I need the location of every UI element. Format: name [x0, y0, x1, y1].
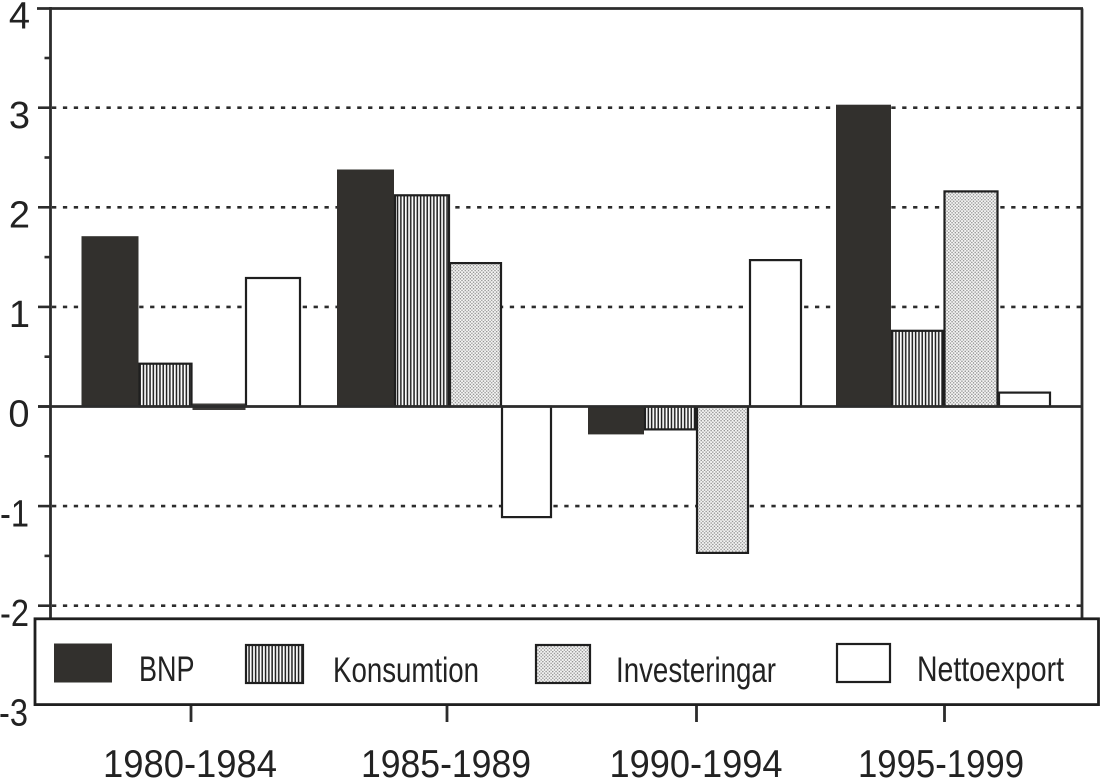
svg-text:1985-1989: 1985-1989: [361, 743, 531, 780]
svg-text:4: 4: [9, 0, 30, 37]
svg-text:1990-1994: 1990-1994: [610, 743, 783, 780]
svg-text:1995-1999: 1995-1999: [858, 743, 1024, 780]
svg-text:-3: -3: [0, 693, 28, 735]
svg-text:-1: -1: [0, 493, 29, 535]
svg-text:Konsumtion: Konsumtion: [333, 651, 479, 690]
svg-text:1980-1984: 1980-1984: [103, 743, 277, 780]
svg-text:Nettoexport: Nettoexport: [917, 650, 1064, 689]
svg-text:BNP: BNP: [139, 650, 195, 689]
svg-text:Investeringar: Investeringar: [616, 651, 776, 690]
svg-text:0: 0: [8, 394, 29, 436]
svg-text:3: 3: [9, 95, 30, 137]
svg-text:1: 1: [9, 294, 30, 336]
svg-text:2: 2: [9, 195, 30, 237]
svg-text:-2: -2: [0, 593, 29, 635]
